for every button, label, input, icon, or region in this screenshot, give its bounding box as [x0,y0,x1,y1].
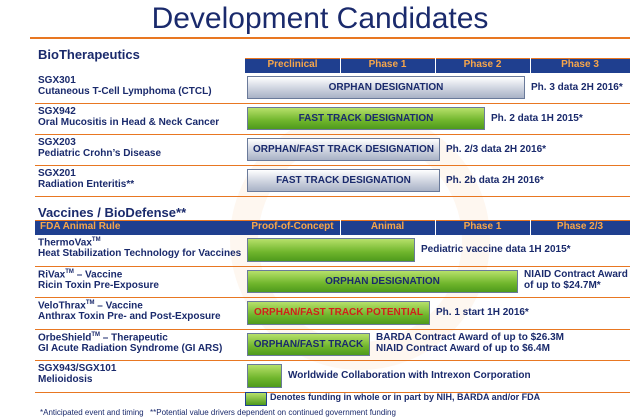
milestone-note: of up to $24.7M* [524,279,601,291]
legend-swatch [245,392,267,406]
column-header: Phase 1 [368,59,407,70]
name-suffix: – Vaccine [73,268,123,280]
candidate-name-text: SGX201 [38,168,76,179]
column-divider [435,58,436,73]
progress-bar [247,332,370,356]
column-header: Preclinical [267,59,318,70]
bar-label: ORPHAN/FAST TRACK POTENTIAL [254,307,423,318]
candidate-name: SGX943/SGX101 [38,363,116,374]
row-divider [35,134,630,135]
progress-bar [247,107,485,130]
row-divider [35,328,630,330]
candidate-name: SGX201 [38,168,76,179]
milestone-note: BARDA Contract Award of up to $26.3M [376,331,564,343]
milestone-note: NIAID Contract Award of up to $6.4M [376,342,550,354]
milestone-note: Ph. 2b data 2H 2016* [446,175,544,186]
header-label: FDA Animal Rule [40,221,121,232]
legend-text: Denotes funding in whole or in part by N… [270,392,541,402]
indication: Melioidosis [38,374,93,385]
trademark: TM [91,237,101,243]
candidate-name-text: SGX943/SGX101 [38,363,117,374]
trademark: TM [91,331,101,338]
candidate-name-text: ThermoVax [38,237,92,249]
slide-title: Development Candidates [151,2,489,35]
header-bar [245,58,630,73]
candidate-name: SGX942 [38,106,76,117]
column-header: Proof-of-Concept [251,221,334,232]
column-divider [340,58,341,73]
milestone-note: Ph. 3 data 2H 2016* [531,82,623,93]
milestone-note: Ph. 2 data 1H 2015* [491,113,583,124]
candidate-name-text: VeloThrax [38,300,86,312]
footnote: **Potential value drivers dependent on c… [150,408,396,417]
indication: Radiation Enteritis** [38,179,135,190]
name-suffix: – Vaccine [94,300,143,312]
indication: Ricin Toxin Pre-Exposure [38,279,159,291]
progress-bar [247,364,282,388]
milestone-note: Ph. 1 start 1H 2016* [436,307,529,318]
bar-label: ORPHAN DESIGNATION [328,82,444,93]
candidate-name: SGX203 [38,137,76,148]
candidate-name-text: SGX942 [38,106,76,117]
milestone-note: Ph. 2/3 data 2H 2016* [446,144,547,155]
column-divider [530,58,531,73]
row-divider [35,297,630,298]
candidate-name: SGX301 [38,75,76,86]
progress-bar [247,76,525,99]
progress-bar [247,169,440,192]
candidate-name: OrbeShieldTM – Therapeutic [38,332,168,343]
row-divider [35,103,630,104]
section-heading: Vaccines / BioDefense** [38,205,187,220]
column-header: Phase 2/3 [556,221,604,232]
trademark: TM [65,268,74,275]
row-divider [35,165,630,166]
row-divider [35,360,630,361]
header-bar [35,220,630,235]
section-heading: BioTherapeutics [38,47,140,62]
column-divider [340,220,341,235]
progress-bar [247,301,430,325]
bar-label: ORPHAN/FAST TRACK [253,338,364,350]
candidate-name-text: OrbeShield [38,331,92,343]
bar-label: ORPHAN/FAST TRACK DESIGNATION [253,144,434,155]
trademark: TM [85,300,95,306]
bar-label: FAST TRACK DESIGNATION [298,113,434,124]
milestone-note: Worldwide Collaboration with Intrexon Co… [288,370,531,381]
indication: Pediatric Crohn’s Disease [38,148,162,159]
indication: Oral Mucositis in Head & Neck Cancer [38,117,220,128]
bar-label: FAST TRACK DESIGNATION [276,175,411,186]
indication: Anthrax Toxin Pre- and Post-Exposure [38,311,221,322]
indication: Heat Stabilization Technology for Vaccin… [38,248,242,259]
progress-bar [247,138,440,161]
row-divider [35,391,630,393]
milestone-note: Pediatric vaccine data 1H 2015* [421,244,571,255]
candidate-name-text: SGX203 [38,137,76,148]
title-rule [30,37,630,39]
name-suffix: – Therapeutic [100,331,168,343]
indication: GI Acute Radiation Syndrome (GI ARS) [38,342,223,354]
candidate-name-text: SGX301 [38,75,76,86]
progress-bar [247,269,518,293]
candidate-name-text: RiVax [38,268,66,280]
column-header: Phase 3 [561,59,599,70]
milestone-note: NIAID Contract Award [524,268,628,280]
progress-bar [247,238,415,262]
column-header: Animal [370,221,405,232]
row-divider [35,196,630,197]
column-header: Phase 2 [463,59,502,70]
column-divider [530,220,531,235]
column-divider [435,220,436,235]
column-header: Phase 1 [463,221,502,232]
candidate-name: RiVaxTM – Vaccine [38,269,122,280]
bar-label: ORPHAN DESIGNATION [325,275,440,287]
row-divider [35,265,630,267]
candidate-name: VeloThraxTM – Vaccine [38,300,143,311]
footnote: *Anticipated event and timing [40,408,144,417]
candidate-name: ThermoVaxTM [38,237,101,248]
indication: Cutaneous T-Cell Lymphoma (CTCL) [38,86,212,97]
